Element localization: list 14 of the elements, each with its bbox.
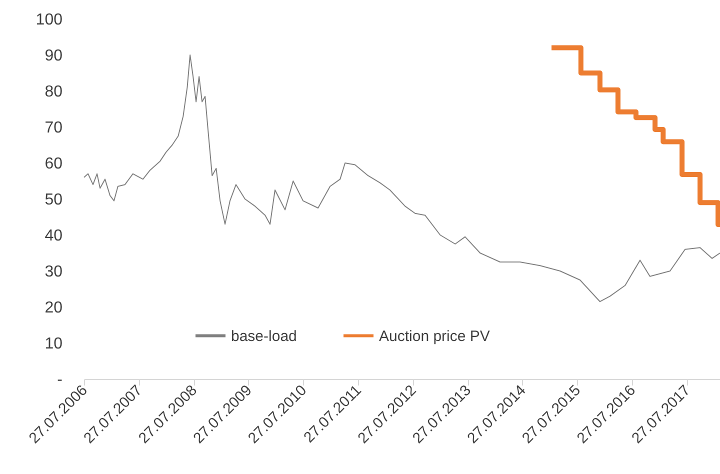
legend-label: Auction price PV [379,328,490,345]
y-tick-label: 30 [44,264,63,280]
y-tick-label: 80 [44,84,63,100]
legend-label: base-load [231,328,297,345]
y-tick-label: 40 [44,228,63,244]
y-tick-label: 70 [44,120,63,136]
y-tick-label: 10 [44,336,63,352]
y-tick-label: - [57,372,62,388]
y-tick-label: 50 [44,192,63,208]
y-tick-label: 100 [36,12,63,28]
y-tick-label: 90 [44,48,63,64]
y-tick-label: 20 [44,300,63,316]
y-tick-label: 60 [44,156,63,172]
line-series [84,54,720,302]
